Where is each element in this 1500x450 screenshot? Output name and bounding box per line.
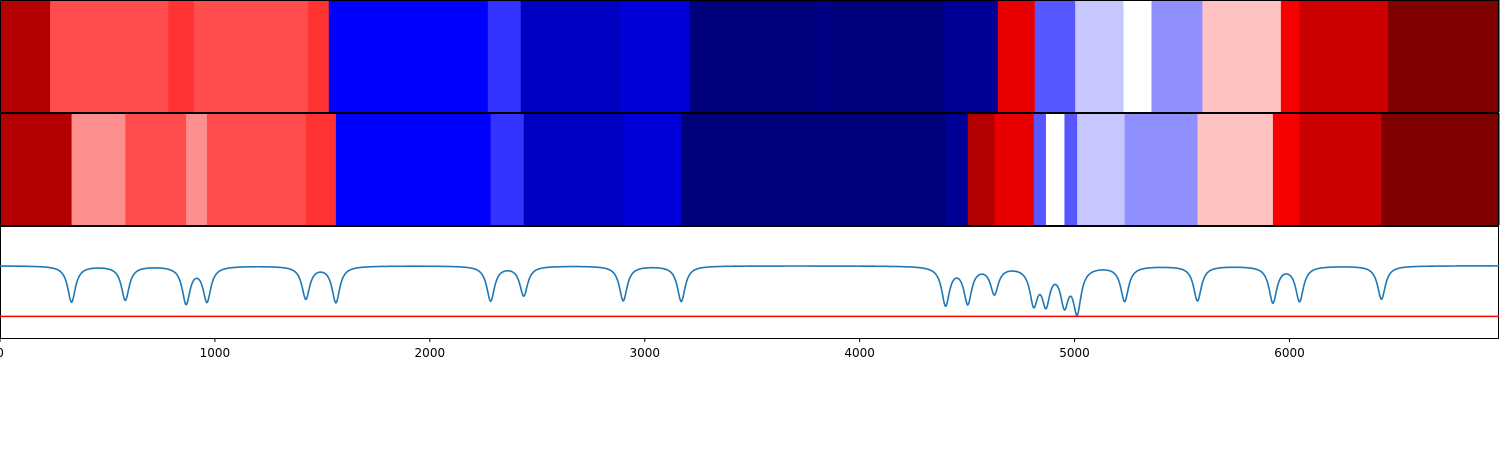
x-axis: 0 1000 2000 3000 4000 5000 6000 [0, 338, 1305, 360]
heatmap-cell-row2-11 [681, 113, 947, 225]
panel-frame-3 [0, 226, 1499, 339]
heatmap-cell-row1-17 [1123, 0, 1153, 112]
heatmap-cell-row1-21 [1299, 0, 1389, 112]
x-tick-label-0: 0 [0, 346, 4, 360]
heatmap-cell-row1-16 [1075, 0, 1125, 112]
heatmap-cell-row2-10 [623, 113, 682, 225]
heatmap-cell-row1-6 [328, 0, 489, 112]
heatmap-cell-row1-15 [1034, 0, 1076, 112]
heatmap-cell-row2-9 [523, 113, 624, 225]
heatmap-cell-row1-22 [1387, 0, 1500, 112]
heatmap-cell-row1-4 [194, 0, 309, 112]
heatmap-cell-row2-8 [490, 113, 525, 225]
heatmap-cell-row1-9 [621, 0, 691, 112]
heatmap-cell-row2-7 [335, 113, 492, 225]
x-tick-label-4000: 4000 [844, 346, 875, 360]
heatmap-cell-row1-14 [997, 0, 1036, 112]
heatmap-cell-row2-20 [1197, 113, 1274, 225]
heatmap-cell-row1-11 [816, 0, 835, 112]
heatmap-cell-row2-19 [1124, 113, 1199, 225]
heatmap-cell-row1-12 [833, 0, 945, 112]
heatmap-cell-row2-12 [945, 113, 969, 225]
heatmap-cell-row1-2 [50, 0, 169, 112]
heatmap-cell-row2-16 [1045, 113, 1066, 225]
heatmap-cell-row1-7 [487, 0, 522, 112]
x-tick-label-1000: 1000 [200, 346, 231, 360]
heatmap-cell-row2-2 [71, 113, 126, 225]
heatmap-cell-row2-22 [1299, 113, 1383, 225]
heatmap-rows [0, 0, 1500, 225]
signal-series-line [0, 265, 1499, 317]
panel-frame-2 [0, 113, 1499, 226]
heatmap-cell-row2-5 [206, 113, 307, 225]
x-tick-label-2000: 2000 [415, 346, 446, 360]
heatmap-cell-row1-5 [307, 0, 330, 112]
heatmap-cell-row1-20 [1280, 0, 1300, 112]
x-tick-label-6000: 6000 [1274, 346, 1305, 360]
heatmap-cell-row2-18 [1077, 113, 1126, 225]
heatmap-cell-row1-13 [943, 0, 999, 112]
heatmap-cell-row2-17 [1064, 113, 1078, 225]
panel-frame-1 [0, 0, 1499, 113]
heatmap-cell-row2-14 [994, 113, 1035, 225]
heatmap-frames [0, 0, 1499, 339]
heatmap-cell-row2-15 [1033, 113, 1047, 225]
heatmap-cell-row2-13 [967, 113, 995, 225]
heatmap-cell-row1-19 [1202, 0, 1282, 112]
heatmap-cell-row1-18 [1151, 0, 1204, 112]
heatmap-cell-row2-23 [1381, 113, 1500, 225]
heatmap-cell-row1-10 [689, 0, 818, 112]
signal-panel [0, 265, 1499, 318]
heatmap-cell-row2-1 [0, 113, 73, 225]
heatmap-cell-row1-8 [520, 0, 622, 112]
heatmap-cell-row2-6 [305, 113, 337, 225]
heatmap-cell-row1-3 [168, 0, 195, 112]
x-tick-label-5000: 5000 [1059, 346, 1090, 360]
heatmap-cell-row2-21 [1272, 113, 1301, 225]
heatmap-cell-row1-1 [0, 0, 51, 112]
x-tick-label-3000: 3000 [629, 346, 660, 360]
heatmap-cell-row2-3 [125, 113, 187, 225]
heatmap-cell-row2-4 [186, 113, 208, 225]
